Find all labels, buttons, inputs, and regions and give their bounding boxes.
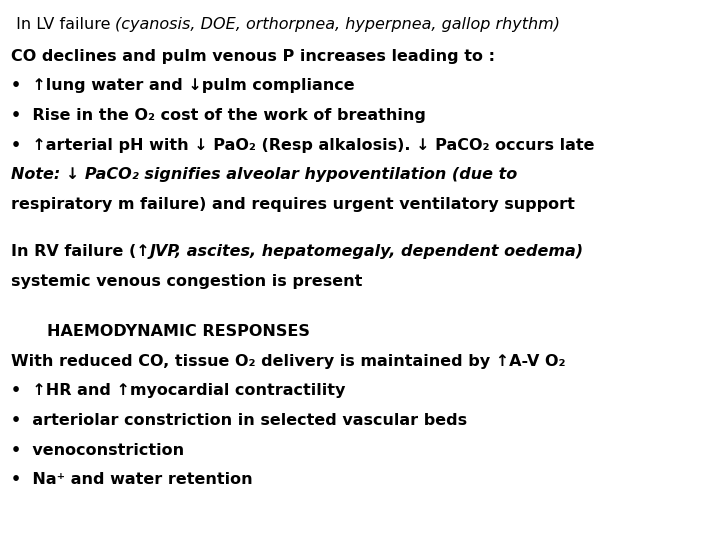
Text: •  ↑lung water and ↓pulm compliance: • ↑lung water and ↓pulm compliance: [11, 78, 354, 93]
Text: JVP, ascites, hepatomegaly, dependent oedema): JVP, ascites, hepatomegaly, dependent oe…: [150, 244, 583, 259]
Text: •  Na⁺ and water retention: • Na⁺ and water retention: [11, 472, 253, 488]
Text: systemic venous congestion is present: systemic venous congestion is present: [11, 274, 362, 289]
Text: With reduced CO, tissue O₂ delivery is maintained by ↑A-V O₂: With reduced CO, tissue O₂ delivery is m…: [11, 354, 565, 369]
Text: CO declines and pulm venous P increases leading to :: CO declines and pulm venous P increases …: [11, 49, 495, 64]
Text: (cyanosis, DOE, orthorpnea, hyperpnea, gallop rhythm): (cyanosis, DOE, orthorpnea, hyperpnea, g…: [115, 17, 560, 32]
Text: In RV failure (↑: In RV failure (↑: [11, 244, 150, 259]
Text: •  arteriolar constriction in selected vascular beds: • arteriolar constriction in selected va…: [11, 413, 467, 428]
Text: •  ↑arterial pH with ↓ PaO₂ (Resp alkalosis). ↓ PaCO₂ occurs late: • ↑arterial pH with ↓ PaO₂ (Resp alkalos…: [11, 138, 594, 153]
Text: •  venoconstriction: • venoconstriction: [11, 443, 184, 458]
Text: HAEMODYNAMIC RESPONSES: HAEMODYNAMIC RESPONSES: [47, 324, 310, 339]
Text: •  ↑HR and ↑myocardial contractility: • ↑HR and ↑myocardial contractility: [11, 383, 345, 399]
Text: respiratory m failure) and requires urgent ventilatory support: respiratory m failure) and requires urge…: [11, 197, 575, 212]
Text: •  Rise in the O₂ cost of the work of breathing: • Rise in the O₂ cost of the work of bre…: [11, 108, 426, 123]
Text: In LV failure: In LV failure: [11, 17, 115, 32]
Text: Note: ↓ PaCO₂ signifies alveolar hypoventilation (due to: Note: ↓ PaCO₂ signifies alveolar hypoven…: [11, 167, 517, 183]
